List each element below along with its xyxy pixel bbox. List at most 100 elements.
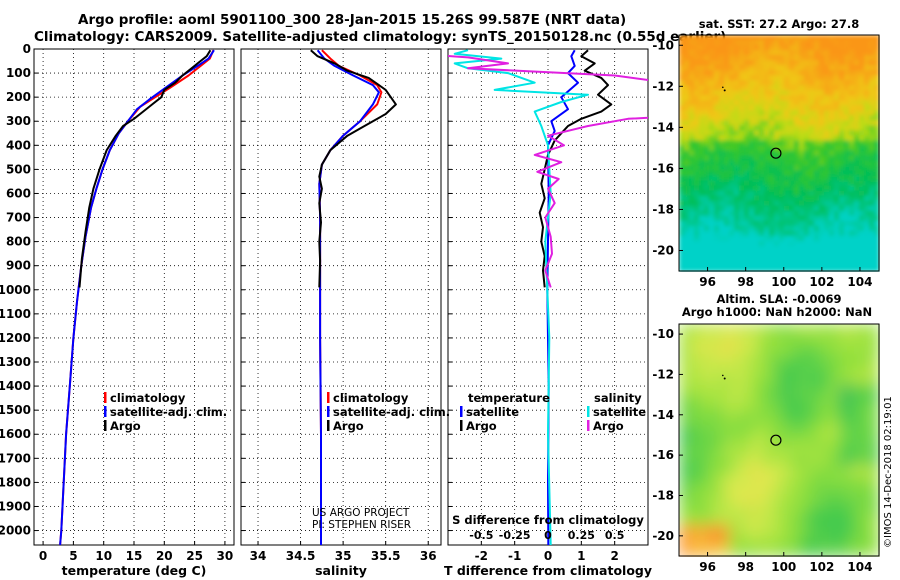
map-cell <box>859 250 865 257</box>
map-cell <box>749 535 760 547</box>
map-cell <box>744 210 750 217</box>
map-cell <box>849 190 855 197</box>
sla_map-island <box>722 374 724 377</box>
map-cell <box>789 475 800 486</box>
map-cell <box>849 545 860 557</box>
map-cell <box>739 260 745 267</box>
map-cell <box>844 125 850 131</box>
map-cell <box>789 170 795 177</box>
map-cell <box>809 110 815 116</box>
series-line-argo <box>78 49 212 288</box>
map-cell <box>759 324 770 335</box>
map-cell <box>784 70 790 76</box>
map-cell <box>874 145 880 152</box>
map-cell <box>849 475 860 486</box>
map-cell <box>799 90 805 96</box>
map-cell <box>824 215 830 222</box>
map-cell <box>684 105 690 111</box>
map-cell <box>859 105 865 111</box>
difference-xtick-label: 1 <box>577 549 585 563</box>
ytick-label: 300 <box>6 114 31 128</box>
map-cell <box>809 45 815 51</box>
map-cell <box>819 364 830 376</box>
sla_map-xtick-label: 100 <box>771 560 796 574</box>
map-cell <box>839 195 845 202</box>
legend-item-label: satellite-adj. clim. <box>110 405 227 419</box>
map-cell <box>834 170 840 177</box>
map-cell <box>709 155 715 162</box>
map-cell <box>709 545 720 557</box>
map-cell <box>699 235 705 242</box>
map-cell <box>764 240 770 247</box>
map-cell <box>874 35 880 41</box>
map-cell <box>819 165 825 172</box>
map-cell <box>829 215 835 222</box>
map-cell <box>814 80 820 86</box>
map-cell <box>749 220 755 227</box>
map-cell <box>849 374 860 386</box>
map-cell <box>684 160 690 167</box>
map-cell <box>679 445 690 456</box>
legend-item-label: satellite <box>466 405 519 419</box>
map-cell <box>779 445 790 456</box>
map-cell <box>799 180 805 187</box>
map-cell <box>729 200 735 207</box>
map-cell <box>874 130 880 137</box>
map-cell <box>814 45 820 51</box>
ytick-label: 1000 <box>0 283 31 297</box>
map-cell <box>799 110 805 116</box>
map-cell <box>774 205 780 212</box>
map-cell <box>854 245 860 252</box>
map-cell <box>819 150 825 157</box>
map-cell <box>759 384 770 396</box>
map-cell <box>764 215 770 222</box>
ytick-label: 200 <box>6 90 31 104</box>
map-cell <box>849 90 855 96</box>
map-cell <box>849 95 855 101</box>
map-cell <box>829 475 840 486</box>
map-cell <box>699 344 710 355</box>
map-cell <box>849 75 855 81</box>
map-cell <box>699 50 705 56</box>
temperature-series <box>59 49 215 545</box>
map-cell <box>734 120 740 126</box>
sla_map-xtick-label: 104 <box>847 560 872 574</box>
map-cell <box>684 70 690 76</box>
map-cell <box>859 265 865 272</box>
map-cell <box>789 384 800 396</box>
map-cell <box>839 230 845 237</box>
map-cell <box>734 230 740 237</box>
map-cell <box>829 220 835 227</box>
map-cell <box>819 324 830 335</box>
map-cell <box>714 180 720 187</box>
map-cell <box>759 50 765 56</box>
map-cell <box>704 175 710 182</box>
map-cell <box>769 125 775 131</box>
map-cell <box>789 95 795 101</box>
ytick-label: 1400 <box>0 379 31 393</box>
map-cell <box>749 75 755 81</box>
map-cell <box>799 434 810 446</box>
map-cell <box>829 250 835 257</box>
map-cell <box>744 120 750 126</box>
map-cell <box>694 230 700 237</box>
map-cell <box>714 220 720 227</box>
map-cell <box>779 205 785 212</box>
map-cell <box>694 235 700 242</box>
map-cell <box>709 185 715 192</box>
map-cell <box>799 334 810 345</box>
map-cell <box>834 180 840 187</box>
map-cell <box>859 160 865 167</box>
map-cell <box>759 195 765 202</box>
map-cell <box>744 215 750 222</box>
map-cell <box>699 210 705 217</box>
map-cell <box>859 145 865 152</box>
ytick-label: 1700 <box>0 451 31 465</box>
map-cell <box>849 240 855 247</box>
map-cell <box>704 215 710 222</box>
map-cell <box>854 65 860 71</box>
map-cell <box>694 140 700 147</box>
map-cell <box>734 100 740 106</box>
map-cell <box>689 175 695 182</box>
map-cell <box>754 190 760 197</box>
